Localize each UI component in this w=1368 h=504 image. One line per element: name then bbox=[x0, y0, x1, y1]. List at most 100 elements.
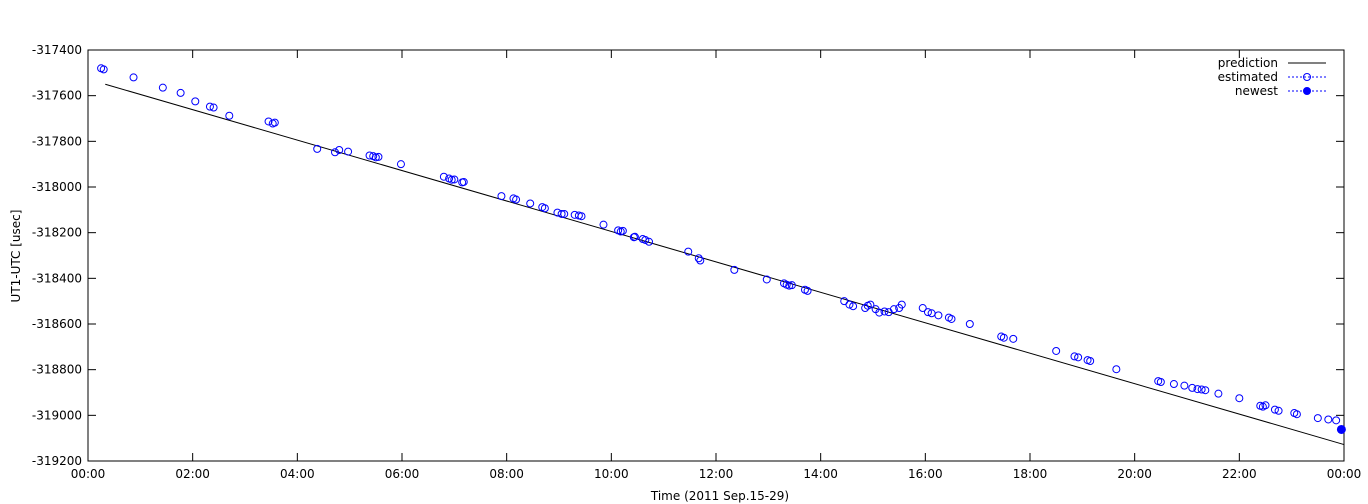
estimated-point bbox=[439, 172, 448, 181]
estimated-point bbox=[999, 333, 1008, 342]
estimated-point bbox=[450, 175, 459, 184]
x-tick-label: 22:00 bbox=[1222, 467, 1257, 481]
x-tick-label: 14:00 bbox=[803, 467, 838, 481]
y-tick-label: -318000 bbox=[32, 180, 82, 194]
legend-label-newest: newest bbox=[1235, 84, 1278, 98]
estimated-point bbox=[694, 254, 703, 263]
y-tick-label: -319200 bbox=[32, 454, 82, 468]
estimated-point bbox=[730, 265, 739, 274]
legend-marker-newest bbox=[1303, 87, 1311, 95]
y-tick-label: -318800 bbox=[32, 363, 82, 377]
estimated-point bbox=[923, 308, 932, 317]
x-tick-label: 18:00 bbox=[1013, 467, 1048, 481]
estimated-point bbox=[270, 118, 279, 127]
estimated-point bbox=[497, 192, 506, 201]
estimated-point bbox=[577, 212, 586, 221]
estimated-point bbox=[1180, 381, 1189, 390]
estimated-point bbox=[129, 73, 138, 82]
estimated-point bbox=[880, 307, 889, 316]
estimated-point bbox=[1193, 385, 1202, 394]
estimated-point bbox=[1201, 386, 1210, 395]
estimated-point bbox=[553, 208, 562, 217]
x-tick-label: 00:00 bbox=[1327, 467, 1362, 481]
estimated-point bbox=[599, 220, 608, 229]
estimated-point bbox=[641, 235, 650, 244]
estimated-point bbox=[866, 300, 875, 309]
estimated-point bbox=[447, 175, 456, 184]
plot-frame bbox=[87, 49, 1345, 462]
y-axis: -317400 -317600 -317800 -318000 -318200 -3184… bbox=[32, 43, 1344, 468]
x-tick-label: 00:00 bbox=[71, 467, 106, 481]
estimated-point bbox=[1156, 377, 1165, 386]
x-tick-label: 08:00 bbox=[489, 467, 524, 481]
series-layer bbox=[97, 64, 1346, 446]
x-axis-label: Time (2011 Sep.15-29) bbox=[650, 489, 789, 503]
x-axis: 00:00 02:00 04:00 06:00 08:00 10:00 12:00 14:00… bbox=[71, 50, 1362, 481]
estimated-point bbox=[526, 199, 535, 208]
estimated-point bbox=[1009, 334, 1018, 343]
estimated-point bbox=[313, 144, 322, 153]
estimated-point bbox=[785, 281, 794, 290]
x-tick-label: 20:00 bbox=[1117, 467, 1152, 481]
estimated-point bbox=[918, 304, 927, 313]
estimated-point bbox=[1292, 410, 1301, 419]
estimated-point bbox=[158, 83, 167, 92]
estimated-point bbox=[209, 103, 218, 112]
x-tick-label: 06:00 bbox=[385, 467, 420, 481]
estimated-point bbox=[1197, 385, 1206, 394]
estimated-point bbox=[965, 320, 974, 328]
estimated-point bbox=[191, 97, 200, 106]
estimated-point bbox=[1235, 394, 1244, 403]
y-tick-label: -317600 bbox=[32, 89, 82, 103]
y-tick-label: -318600 bbox=[32, 317, 82, 331]
estimated-point bbox=[947, 314, 956, 323]
estimated-point bbox=[630, 232, 639, 241]
x-tick-label: 12:00 bbox=[699, 467, 734, 481]
estimated-point bbox=[99, 65, 108, 74]
estimated-point bbox=[396, 160, 405, 169]
estimated-point bbox=[512, 195, 521, 204]
legend-label-estimated: estimated bbox=[1218, 70, 1278, 84]
estimated-point bbox=[1324, 415, 1333, 424]
y-tick-label: -319000 bbox=[32, 408, 82, 422]
x-tick-label: 10:00 bbox=[594, 467, 629, 481]
estimated-point bbox=[1074, 353, 1083, 362]
estimated-point bbox=[1313, 414, 1322, 423]
x-tick-label: 04:00 bbox=[280, 467, 315, 481]
estimated-point bbox=[1112, 365, 1121, 374]
estimated-point bbox=[645, 237, 654, 246]
x-tick-label: 02:00 bbox=[175, 467, 210, 481]
estimated-point bbox=[540, 204, 549, 213]
y-tick-label: -317400 bbox=[32, 43, 82, 57]
estimated-point bbox=[1214, 389, 1223, 398]
estimated-point bbox=[1052, 346, 1061, 355]
estimated-point bbox=[1332, 416, 1341, 425]
estimated-point bbox=[1188, 383, 1197, 392]
x-tick-label: 16:00 bbox=[908, 467, 943, 481]
estimated-point bbox=[225, 111, 234, 120]
estimated-point bbox=[1270, 405, 1279, 414]
estimated-point bbox=[1070, 352, 1079, 361]
estimated-point bbox=[889, 305, 898, 314]
estimated-point bbox=[684, 247, 693, 256]
newest-point bbox=[1336, 424, 1346, 434]
estimated-point bbox=[459, 177, 468, 186]
estimated-point bbox=[875, 308, 884, 317]
estimated-point bbox=[1169, 380, 1178, 389]
y-tick-label: -318200 bbox=[32, 226, 82, 240]
estimated-point bbox=[696, 256, 705, 265]
estimated-point bbox=[371, 153, 380, 162]
estimated-point bbox=[849, 302, 858, 311]
estimated-point bbox=[897, 300, 906, 309]
legend-marker-estimated bbox=[1303, 73, 1311, 81]
estimated-point bbox=[762, 275, 771, 284]
estimated-point bbox=[1086, 356, 1095, 365]
legend-label-prediction: prediction bbox=[1218, 56, 1278, 70]
estimated-point bbox=[1274, 406, 1283, 415]
estimated-point bbox=[374, 152, 383, 161]
estimated-point bbox=[557, 209, 566, 218]
estimated-point bbox=[176, 88, 185, 97]
estimated-point bbox=[618, 226, 627, 235]
legend: prediction estimated newest bbox=[1218, 56, 1326, 98]
